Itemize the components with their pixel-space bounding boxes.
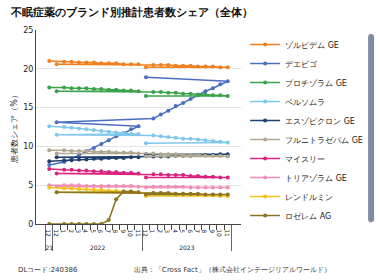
svg-text:8: 8 <box>201 229 208 233</box>
svg-text:DLコード:240386: DLコード:240386 <box>18 266 78 274</box>
svg-text:ベルソムラ: ベルソムラ <box>285 98 325 107</box>
svg-text:デエビゴ: デエビゴ <box>285 60 318 69</box>
svg-text:患者数シェア（%）: 患者数シェア（%） <box>10 91 19 164</box>
svg-text:10: 10 <box>127 229 134 237</box>
svg-text:21: 21 <box>45 244 53 251</box>
svg-text:マイスリー: マイスリー <box>285 155 325 164</box>
svg-text:6: 6 <box>187 229 194 233</box>
svg-text:7: 7 <box>194 229 201 233</box>
svg-text:3: 3 <box>75 229 82 233</box>
svg-text:11: 11 <box>135 229 142 237</box>
svg-text:2: 2 <box>68 229 75 233</box>
svg-text:0: 0 <box>28 220 33 229</box>
svg-text:9: 9 <box>209 229 216 233</box>
svg-text:3: 3 <box>164 229 171 233</box>
svg-text:20: 20 <box>23 65 33 74</box>
svg-text:25: 25 <box>23 26 33 35</box>
svg-text:出典：「Cross Fact」（株式会社インテージリアルワー: 出典：「Cross Fact」（株式会社インテージリアルワールド） <box>134 266 331 274</box>
svg-text:10: 10 <box>216 229 223 237</box>
svg-text:12: 12 <box>45 229 52 237</box>
svg-text:15: 15 <box>23 103 33 112</box>
svg-text:4: 4 <box>172 229 179 233</box>
svg-text:エスゾピクロン GE: エスゾピクロン GE <box>285 117 355 126</box>
svg-text:2022: 2022 <box>90 244 105 251</box>
svg-text:12: 12 <box>142 229 149 237</box>
svg-text:フルニトラゼパム GE: フルニトラゼパム GE <box>285 136 363 145</box>
svg-text:10: 10 <box>23 142 33 151</box>
svg-text:レンドルミン: レンドルミン <box>285 193 333 202</box>
svg-text:5: 5 <box>28 181 33 190</box>
svg-text:5: 5 <box>179 229 186 233</box>
svg-text:7: 7 <box>105 229 112 233</box>
svg-text:ロゼレム AG: ロゼレム AG <box>285 212 331 221</box>
svg-text:9: 9 <box>120 229 127 233</box>
svg-text:5: 5 <box>90 229 97 233</box>
svg-text:1: 1 <box>149 229 156 233</box>
svg-text:6: 6 <box>97 229 104 233</box>
svg-text:トリアゾラム GE: トリアゾラム GE <box>285 174 347 183</box>
svg-text:12: 12 <box>53 229 60 237</box>
svg-text:1: 1 <box>60 229 67 233</box>
svg-text:不眠症薬のブランド別推計患者数シェア（全体）: 不眠症薬のブランド別推計患者数シェア（全体） <box>10 6 253 19</box>
svg-text:2: 2 <box>157 229 164 233</box>
svg-text:11: 11 <box>224 229 231 237</box>
svg-text:4: 4 <box>82 229 89 233</box>
svg-text:ブロチゾラム GE: ブロチゾラム GE <box>285 79 347 88</box>
svg-text:2023: 2023 <box>179 244 194 251</box>
svg-text:8: 8 <box>112 229 119 233</box>
svg-text:ゾルピデム GE: ゾルピデム GE <box>285 41 339 50</box>
